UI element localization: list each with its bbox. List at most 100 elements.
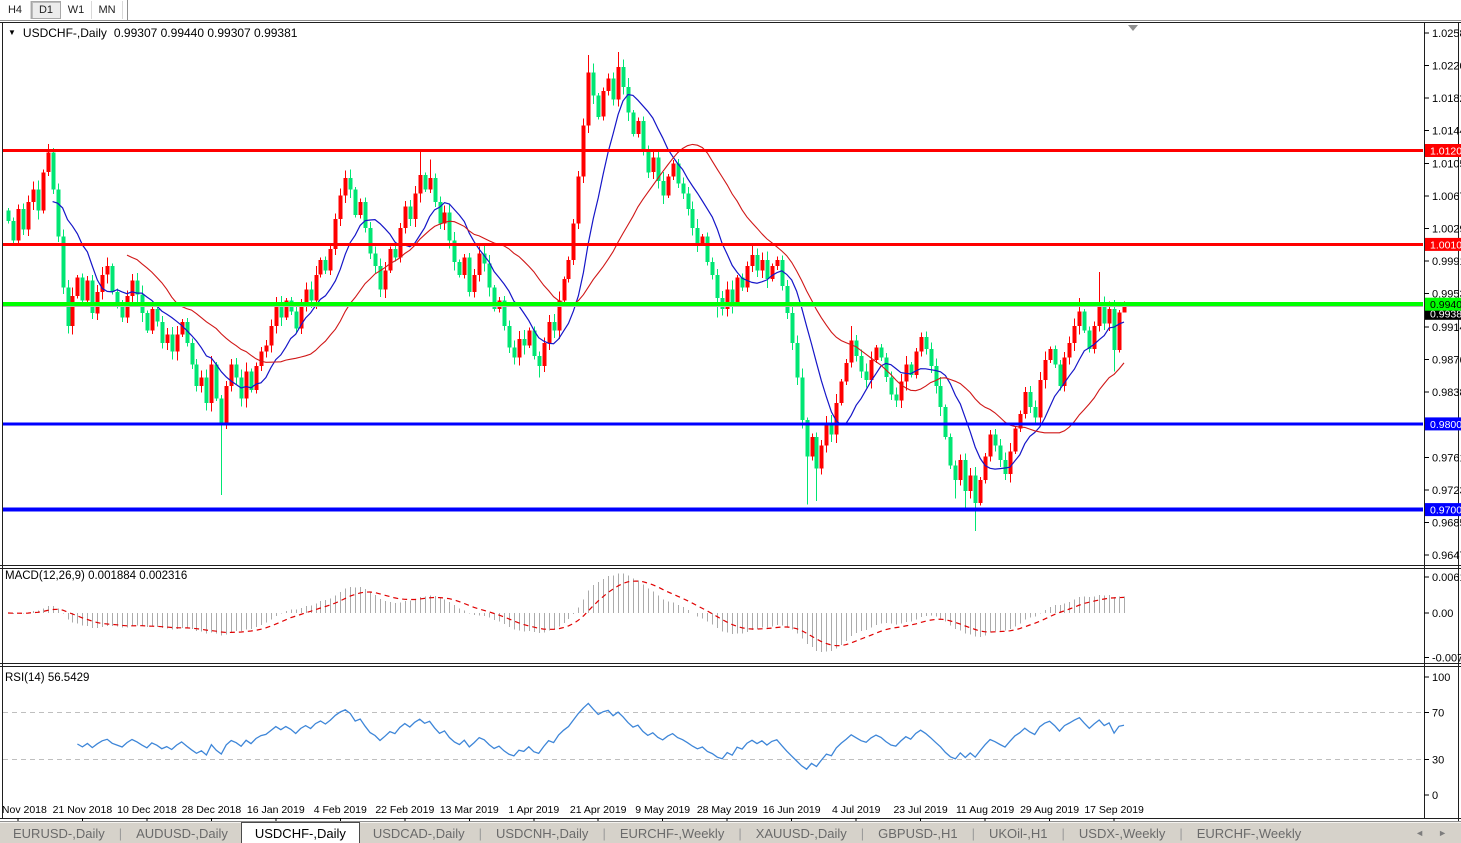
price-chart-canvas[interactable]: 1.02580 1.02200 1.01820 1.01440 1.01050 1.006… [0,21,1461,843]
level-price-badge-0.97001-label: 0.97001 [1430,505,1461,517]
chart-window[interactable]: 1.02580 1.02200 1.01820 1.01440 1.01050 1.006… [0,21,1461,842]
candle-body [1033,407,1038,418]
candle-body [423,174,428,190]
candle-body [105,266,110,275]
candle-body [934,366,939,386]
timeframe-button-mn[interactable]: MN [92,1,123,19]
candle-body [1087,330,1092,350]
candle-body [998,445,1003,461]
candle-body [31,189,36,203]
timeframe-toolbar: H4 D1 W1 MN [0,0,1461,21]
date-label: 16 Jan 2019 [247,804,305,816]
scroll-tabs-right-button[interactable]: ► [1438,828,1447,838]
candle-body [373,253,378,267]
candle-body [150,308,155,331]
candle-body [651,157,656,173]
chart-tab-eurchf-weekly[interactable]: EURCHF-,Weekly [619,825,725,841]
level-price-badge-1.01205 [1425,144,1461,157]
candle-body [611,78,616,100]
candle-body [219,398,224,425]
candle-body [765,260,770,279]
price-tick-label: 0.97230 [1432,485,1461,497]
date-label: 11 Aug 2019 [956,804,1014,816]
date-label: 4 Jul 2019 [832,804,881,816]
date-label: 28 May 2019 [697,804,758,816]
candle-body [968,475,973,491]
chart-tab-usdx-weekly[interactable]: USDX-,Weekly [1078,825,1166,841]
timeframe-button-d1[interactable]: D1 [31,1,61,19]
date-label: 1 Apr 2019 [508,804,559,816]
candle-body [819,445,824,469]
candle-body [884,357,889,378]
tab-separator: | [478,825,482,841]
candle-body [482,253,487,264]
level-price-badge-0.99406 [1425,297,1461,311]
chart-tab-gbpusd-h1[interactable]: GBPUSD-,H1 [878,825,958,841]
chart-tab-eurusd-daily[interactable]: EURUSD-,Daily [13,825,105,841]
candle-body [264,345,269,352]
date-label: 13 Mar 2019 [440,804,499,816]
price-shift-marker-icon[interactable] [1128,25,1138,31]
chart-tab-usdchf-daily[interactable]: USDCHF-,Daily [240,822,360,843]
candle-body [403,206,408,228]
candle-body [710,262,715,275]
chart-tab-ukoil-h1[interactable]: UKOil-,H1 [988,825,1048,841]
chart-tab-usdcad-daily[interactable]: USDCAD-,Daily [372,825,465,841]
date-label: 2 Nov 2018 [0,804,47,816]
candle-body [586,72,591,126]
candle-body [328,249,333,271]
candle-body [740,277,745,288]
chart-tab-audusd-daily[interactable]: AUDUSD-,Daily [136,825,228,841]
candle-body [770,266,775,279]
candle-body [983,456,988,480]
price-tick-label: 0.98380 [1432,387,1461,399]
chart-tab-xauusd-daily[interactable]: XAUUSD-,Daily [755,825,847,841]
candle-body [829,422,834,435]
candle-body [348,178,353,190]
candle-body [948,437,953,466]
candle-body [1023,391,1028,414]
rsi-line [77,702,1125,771]
candle-body [294,311,299,329]
candle-body [909,364,914,375]
candle-body [889,377,894,395]
level-price-badge-1.00106 [1425,237,1461,251]
timeframe-button-h4[interactable]: H4 [0,1,31,19]
price-tick-label: 0.98760 [1432,354,1461,366]
candle-body [11,220,16,241]
tab-separator: | [118,825,123,841]
candle-body [676,163,681,184]
level-price-badge-1.01205-label: 1.01205 [1430,146,1461,158]
candle-body [512,347,517,358]
candle-body [487,263,492,288]
candle-body [447,212,452,241]
level-price-badge-0.98004 [1425,417,1461,431]
candle-body [224,385,229,425]
candle-body [199,377,204,386]
collapse-indicator-icon[interactable]: ▼ [8,28,16,37]
candle-body [695,227,700,244]
price-tick-label: 0.97610 [1432,453,1461,465]
chart-tab-eurchf-weekly[interactable]: EURCHF-,Weekly [1196,825,1302,841]
date-label: 23 Jul 2019 [893,804,947,816]
candle-body [562,279,567,301]
candle-body [715,274,720,298]
candle-body [780,260,785,286]
candle-body [452,240,457,262]
chart-legend: ▼ USDCHF-,Daily 0.99307 0.99440 0.99307 … [8,26,297,40]
candle-body [1048,349,1053,361]
candle-body [145,313,150,331]
candle-body [790,313,795,344]
candle-body [943,407,948,438]
candle-body [576,176,581,224]
candle-body [1018,414,1023,429]
candle-body [175,334,180,352]
candle-body [958,460,963,480]
candle-body [75,277,80,297]
tab-separator: | [1061,825,1065,841]
timeframe-button-w1[interactable]: W1 [61,1,92,19]
candle-body [1003,460,1008,474]
chart-tab-usdcnh-daily[interactable]: USDCNH-,Daily [495,825,589,841]
scroll-tabs-left-button[interactable]: ◄ [1415,828,1425,838]
price-tick-label: 1.01820 [1432,93,1461,105]
